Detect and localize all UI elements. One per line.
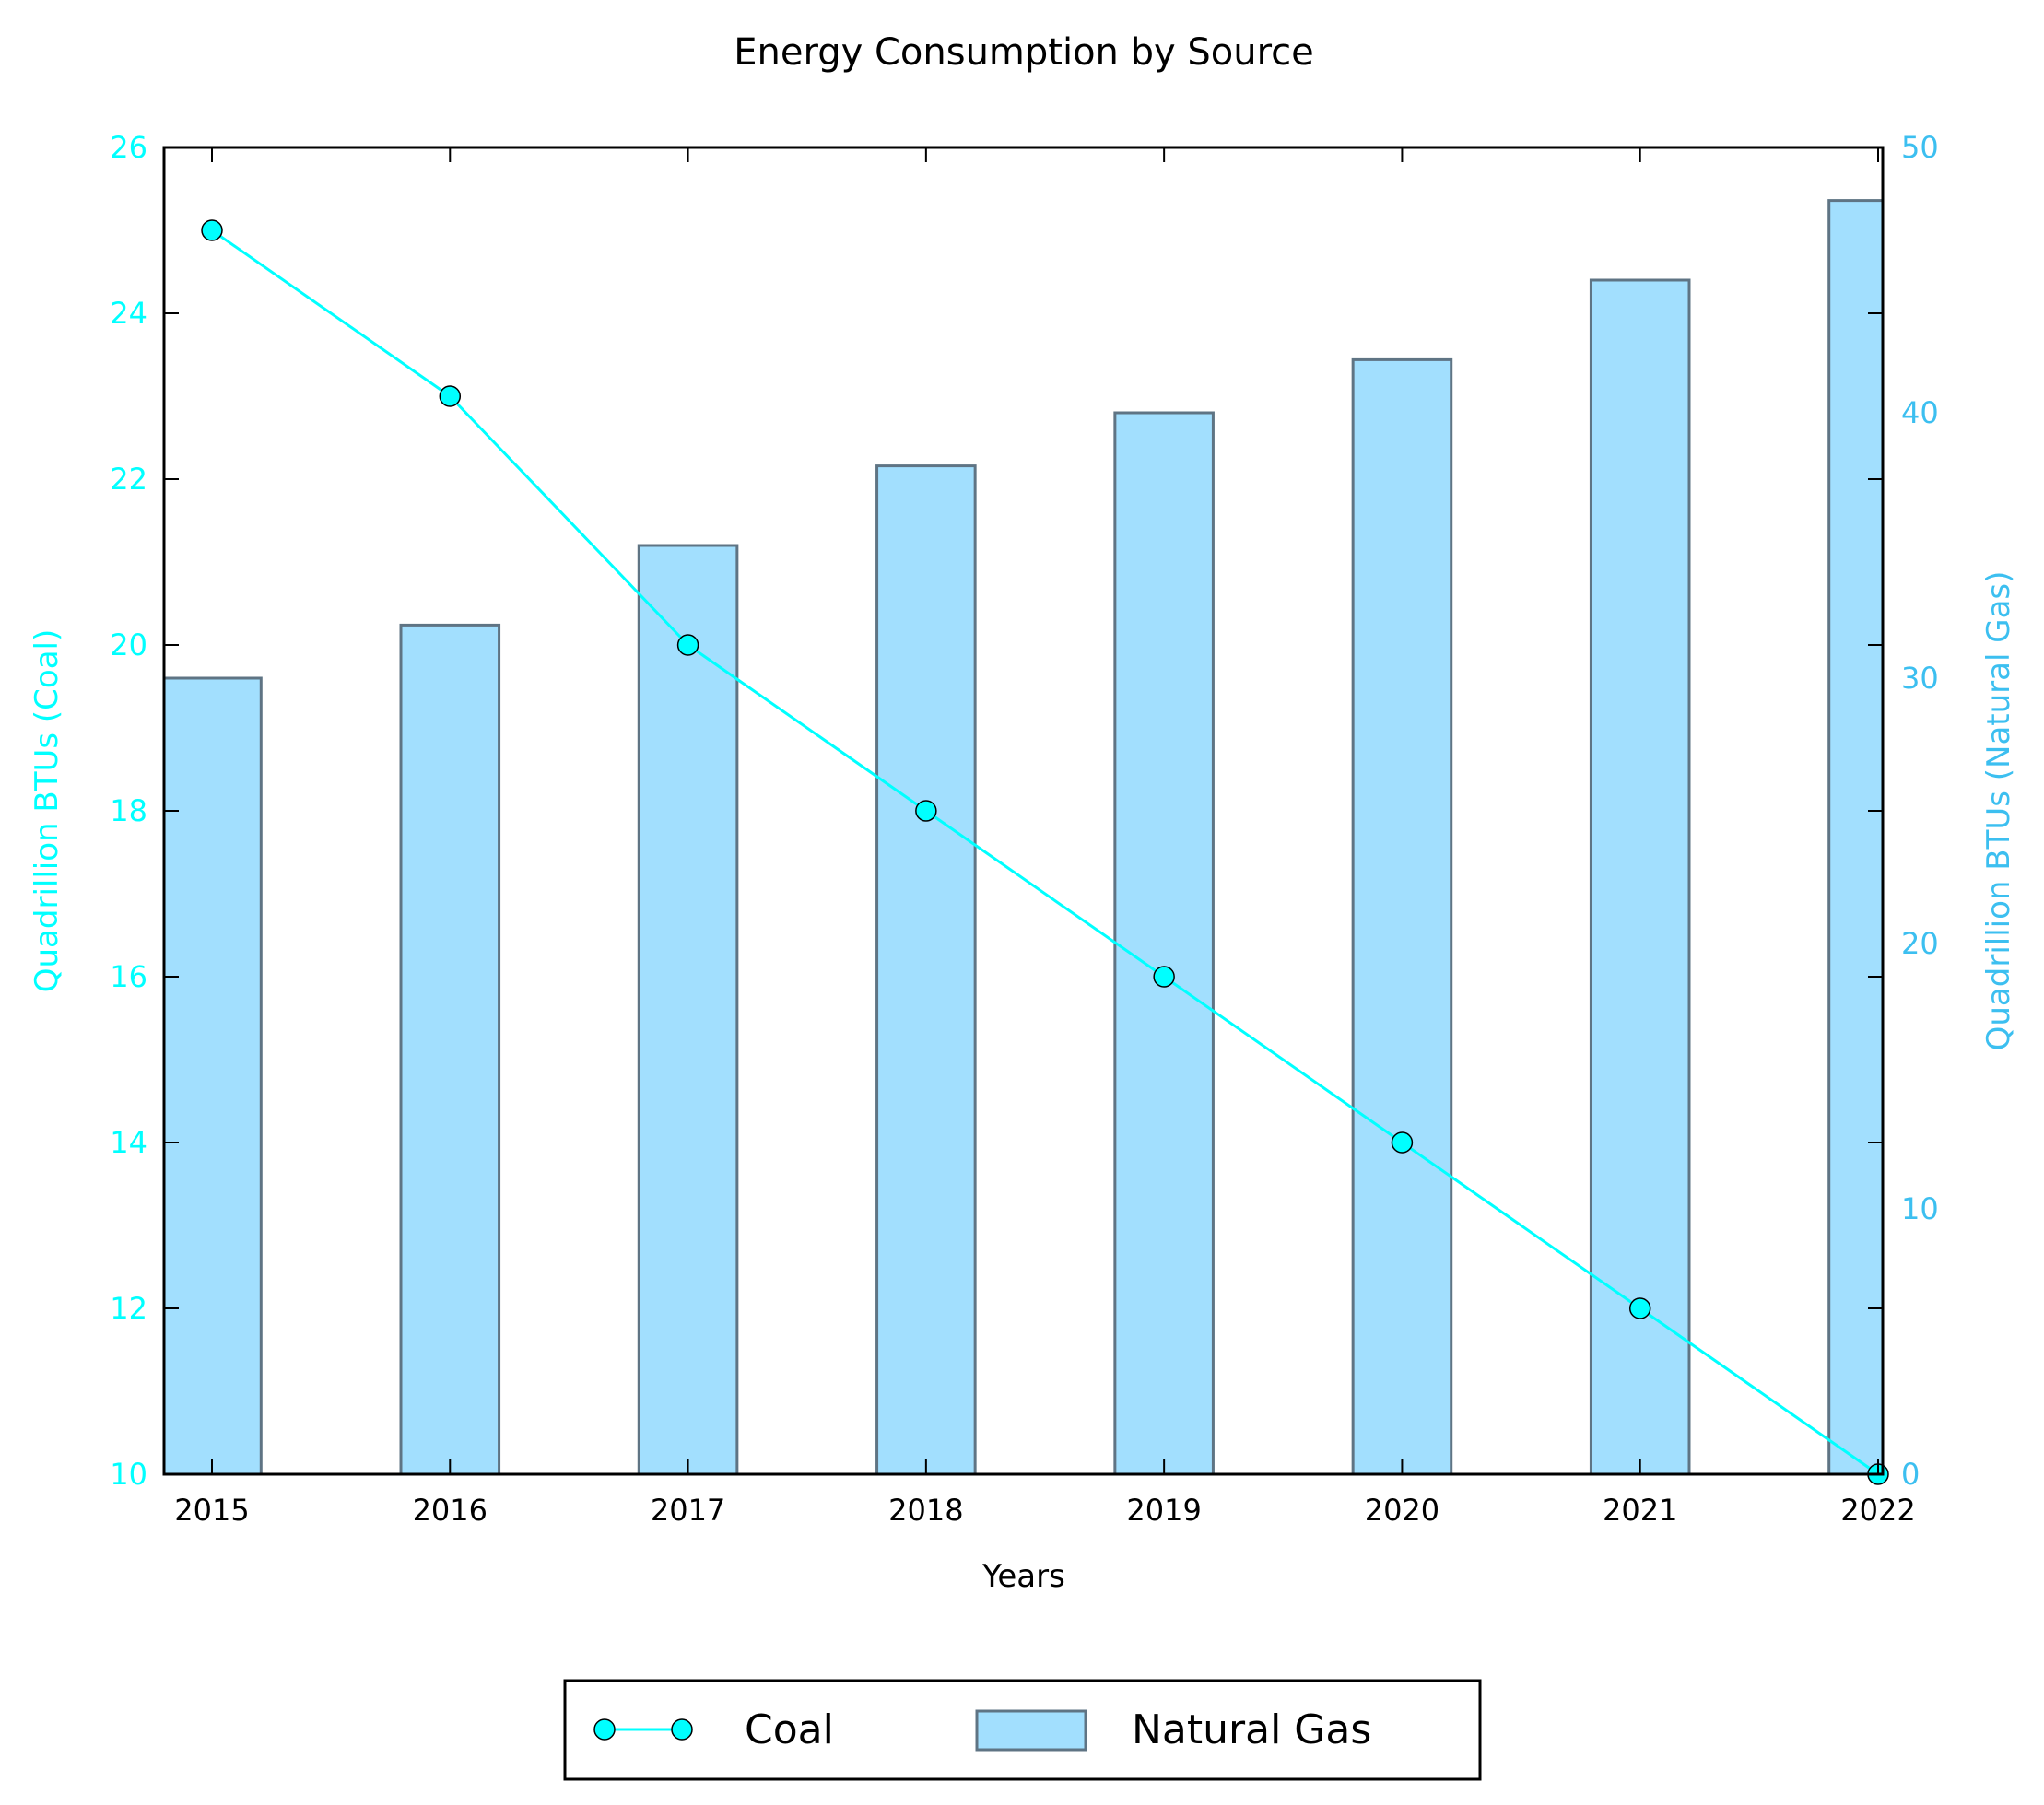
coal-point-2016 bbox=[439, 385, 462, 407]
natural-gas-bar-2018 bbox=[875, 464, 977, 1474]
natural-gas-bar-2017 bbox=[637, 544, 739, 1474]
coal-point-2021 bbox=[1628, 1297, 1651, 1319]
natural-gas-bar-2016 bbox=[399, 623, 501, 1474]
x-tick-label-2018: 2018 bbox=[888, 1493, 963, 1528]
natural-gas-bar-2015 bbox=[164, 676, 263, 1474]
x-tick-label-2015: 2015 bbox=[174, 1493, 249, 1528]
left-axis-ticks: 10 12 14 16 18 20 22 24 26 bbox=[110, 130, 1883, 1492]
x-axis-label: Years bbox=[981, 1558, 1065, 1595]
left-tick-label: 24 bbox=[110, 296, 147, 331]
coal-point-2017 bbox=[676, 634, 699, 656]
legend-entry-natural-gas: Natural Gas bbox=[975, 1706, 1371, 1753]
coal-point-2015 bbox=[201, 219, 223, 241]
left-tick-label: 22 bbox=[110, 462, 147, 497]
legend-coal-marker bbox=[671, 1718, 693, 1741]
chart-title: Energy Consumption by Source bbox=[734, 31, 1314, 74]
legend-entry-coal: Coal bbox=[593, 1706, 834, 1753]
x-tick-label-2016: 2016 bbox=[413, 1493, 488, 1528]
right-axis-label: Quadrillion BTUs (Natural Gas) bbox=[1980, 571, 2017, 1051]
natural-gas-bar-2020 bbox=[1351, 357, 1453, 1474]
natural-gas-bars bbox=[164, 199, 1883, 1474]
right-tick-label: 0 bbox=[1901, 1457, 1920, 1492]
coal-line bbox=[211, 229, 1879, 1476]
x-axis-ticks: 2015 2016 2017 2018 2019 2020 2021 2022 bbox=[174, 147, 1916, 1528]
right-tick-label: 50 bbox=[1901, 130, 1939, 165]
x-tick-label-2020: 2020 bbox=[1365, 1493, 1439, 1528]
legend-coal-marker bbox=[593, 1718, 616, 1741]
legend: Coal Natural Gas bbox=[563, 1679, 1482, 1781]
left-axis-label: Quadrillion BTUs (Coal) bbox=[29, 629, 65, 993]
x-tick-label-2019: 2019 bbox=[1126, 1493, 1201, 1528]
legend-coal-label: Coal bbox=[745, 1706, 834, 1753]
legend-natural-gas-label: Natural Gas bbox=[1132, 1706, 1371, 1753]
left-tick-label: 16 bbox=[110, 959, 147, 994]
coal-point-2018 bbox=[915, 800, 937, 822]
coal-point-2020 bbox=[1391, 1131, 1414, 1154]
right-tick-label: 20 bbox=[1901, 926, 1939, 961]
x-tick-label-2022: 2022 bbox=[1840, 1493, 1915, 1528]
coal-line-series bbox=[201, 219, 1889, 1485]
right-tick-label: 10 bbox=[1901, 1191, 1939, 1226]
left-tick-label: 12 bbox=[110, 1291, 147, 1326]
natural-gas-bar-2019 bbox=[1113, 411, 1215, 1474]
x-tick-label-2021: 2021 bbox=[1603, 1493, 1677, 1528]
left-tick-label: 18 bbox=[110, 793, 147, 828]
coal-point-2019 bbox=[1153, 966, 1175, 988]
x-tick-label-2017: 2017 bbox=[651, 1493, 725, 1528]
natural-gas-bar-2021 bbox=[1589, 278, 1691, 1474]
legend-natural-gas-swatch bbox=[975, 1709, 1087, 1752]
right-axis-ticks: 0 10 20 30 40 50 bbox=[1901, 130, 1939, 1492]
left-tick-label: 26 bbox=[110, 130, 147, 165]
right-tick-label: 30 bbox=[1901, 661, 1939, 696]
legend-box bbox=[563, 1679, 1482, 1781]
left-tick-label: 10 bbox=[110, 1457, 147, 1492]
left-tick-label: 14 bbox=[110, 1125, 147, 1160]
right-tick-label: 40 bbox=[1901, 395, 1939, 430]
natural-gas-bar-2022 bbox=[1827, 199, 1883, 1474]
left-tick-label: 20 bbox=[110, 627, 147, 662]
